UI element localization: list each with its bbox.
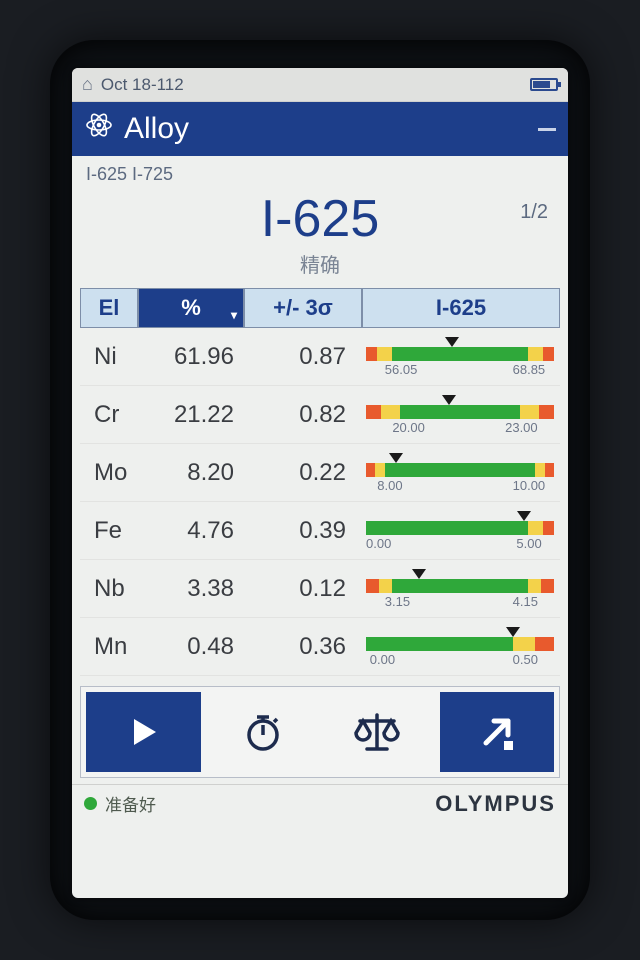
candidate-matches[interactable]: I-625 I-725 — [72, 156, 568, 187]
table-row[interactable]: Fe4.760.39 0.00 5.00 — [80, 502, 560, 560]
range-pointer-icon — [412, 569, 426, 579]
result-header: I-625 1/2 — [72, 187, 568, 249]
cell-percent: 61.96 — [138, 343, 244, 371]
cell-range: 56.05 68.85 — [362, 337, 560, 377]
cell-sigma: 0.82 — [244, 401, 362, 429]
range-max-label: 0.50 — [513, 652, 538, 667]
status-text: 准备好 — [105, 791, 156, 816]
timer-button[interactable] — [206, 687, 321, 777]
range-min-label: 0.00 — [370, 652, 395, 667]
cell-element: Mn — [80, 633, 138, 661]
cell-element: Fe — [80, 517, 138, 545]
cell-element: Nb — [80, 575, 138, 603]
col-sigma[interactable]: +/- 3σ — [244, 288, 362, 328]
table-row[interactable]: Ni61.960.87 56.05 68.85 — [80, 328, 560, 386]
table-row[interactable]: Mo8.200.22 8.00 10.00 — [80, 444, 560, 502]
status-date: Oct 18-112 — [101, 75, 184, 95]
range-pointer-icon — [445, 337, 459, 347]
brand-label: OLYMPUS — [435, 791, 556, 817]
result-id: I-625 — [261, 189, 380, 249]
cell-range: 8.00 10.00 — [362, 453, 560, 493]
col-element[interactable]: El — [80, 288, 138, 328]
cell-percent: 3.38 — [138, 575, 244, 603]
range-min-label: 0.00 — [366, 536, 391, 551]
range-pointer-icon — [517, 511, 531, 521]
cell-sigma: 0.22 — [244, 459, 362, 487]
footer-bar: 准备好 OLYMPUS — [72, 784, 568, 822]
cell-range: 3.15 4.15 — [362, 569, 560, 609]
title-bar: Alloy — [72, 102, 568, 156]
battery-icon — [530, 78, 558, 91]
start-button[interactable] — [86, 692, 201, 772]
cell-percent: 8.20 — [138, 459, 244, 487]
range-pointer-icon — [442, 395, 456, 405]
range-max-label: 5.00 — [516, 536, 541, 551]
home-icon[interactable]: ⌂ — [82, 74, 93, 95]
cell-sigma: 0.36 — [244, 633, 362, 661]
range-min-label: 8.00 — [377, 478, 402, 493]
cell-range: 0.00 0.50 — [362, 627, 560, 667]
result-pager[interactable]: 1/2 — [520, 201, 548, 224]
cell-range: 20.00 23.00 — [362, 395, 560, 435]
status-bar: ⌂ Oct 18-112 — [72, 68, 568, 102]
range-max-label: 10.00 — [513, 478, 546, 493]
chevron-down-icon: ▾ — [231, 308, 237, 322]
results-table: El % ▾ +/- 3σ I-625 Ni61.960.87 56.05 68.8… — [80, 288, 560, 676]
col-percent[interactable]: % ▾ — [138, 288, 244, 328]
range-min-label: 56.05 — [385, 362, 418, 377]
cell-element: Ni — [80, 343, 138, 371]
cell-percent: 21.22 — [138, 401, 244, 429]
range-min-label: 3.15 — [385, 594, 410, 609]
bottom-toolbar — [80, 686, 560, 778]
cell-sigma: 0.87 — [244, 343, 362, 371]
cell-sigma: 0.39 — [244, 517, 362, 545]
minimize-icon[interactable] — [538, 128, 556, 131]
app-title: Alloy — [124, 112, 189, 146]
range-pointer-icon — [506, 627, 520, 637]
alloy-icon — [84, 110, 114, 148]
table-row[interactable]: Mn0.480.36 0.00 0.50 — [80, 618, 560, 676]
device-frame: ⌂ Oct 18-112 Alloy I-625 I-725 — [50, 40, 590, 920]
cell-range: 0.00 5.00 — [362, 511, 560, 551]
range-max-label: 68.85 — [513, 362, 546, 377]
cell-percent: 0.48 — [138, 633, 244, 661]
col-percent-label: % — [181, 295, 201, 320]
screen: ⌂ Oct 18-112 Alloy I-625 I-725 — [72, 68, 568, 898]
col-reference[interactable]: I-625 — [362, 288, 560, 328]
range-max-label: 23.00 — [505, 420, 538, 435]
table-row[interactable]: Nb3.380.12 3.15 4.15 — [80, 560, 560, 618]
range-pointer-icon — [389, 453, 403, 463]
cell-element: Mo — [80, 459, 138, 487]
status-dot-icon — [84, 797, 97, 810]
export-button[interactable] — [440, 692, 555, 772]
balance-button[interactable] — [320, 687, 435, 777]
cell-percent: 4.76 — [138, 517, 244, 545]
table-body: Ni61.960.87 56.05 68.85 Cr21.220.82 20.00 23.… — [80, 328, 560, 676]
table-header: El % ▾ +/- 3σ I-625 — [80, 288, 560, 328]
result-quality: 精确 — [72, 249, 568, 278]
cell-element: Cr — [80, 401, 138, 429]
range-min-label: 20.00 — [392, 420, 425, 435]
table-row[interactable]: Cr21.220.82 20.00 23.00 — [80, 386, 560, 444]
cell-sigma: 0.12 — [244, 575, 362, 603]
range-max-label: 4.15 — [513, 594, 538, 609]
